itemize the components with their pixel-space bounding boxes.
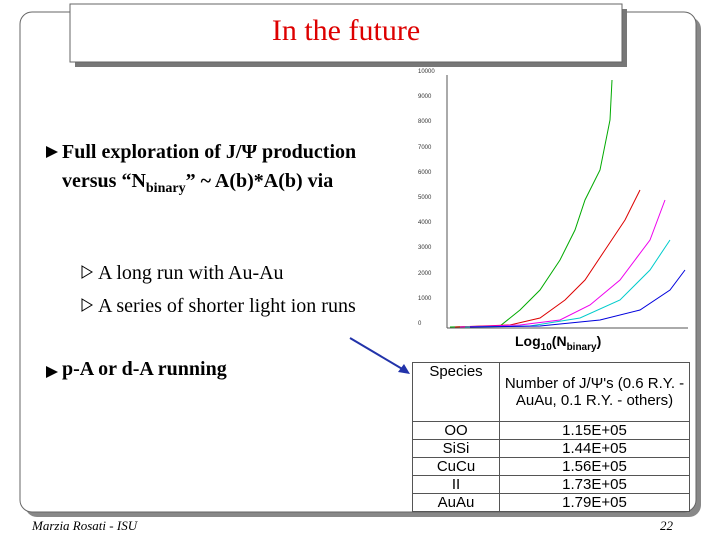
figure-tick-label: 8000 [418,119,432,126]
sub-bullet: A series of shorter light ion runs [98,295,356,317]
figure-tick-label: 5000 [418,195,432,201]
header-cell: Number of J/Ψ's (0.6 R.Y. - AuAu, 0.1 R.… [499,362,690,422]
title: In the future [271,14,421,47]
figure-tick-label: 2000 [418,270,432,277]
figure-bg [412,68,690,350]
figure-tick-label: 4000 [418,220,432,227]
table-cell: OO [412,421,500,440]
bullet: p-A or d-A running [62,358,227,380]
figure-tick-label: 0 [418,321,422,327]
footer-author: Marzia Rosati - ISU [32,518,138,533]
page-number: 22 [660,518,673,533]
table-row: CuCu 1.56E+05 [412,457,690,476]
arrow [349,337,405,371]
bullet-icon [46,366,58,378]
curve [459,199,666,328]
xlabel-part: 10 [540,341,552,353]
bullet: Full exploration of J/Ψ production versu… [62,138,372,203]
table-cell: 1.73E+05 [499,475,690,494]
bullet-text: ” ~ A(b)*A(b) via [185,170,334,192]
table-cell: II [412,475,500,494]
figure-tick-label: 1000 [418,295,432,302]
table-cell: 1.56E+05 [499,457,690,476]
table-row: AuAu 1.79E+05 [412,493,690,512]
table-body: OO 1.15E+05 SiSi 1.44E+05 CuCu 1.56E+05 II 1.73… [412,421,690,512]
curve [469,269,686,328]
figure-tick-label: 3000 [418,245,432,252]
table-cell: 1.44E+05 [499,439,690,458]
bullet-icon [46,146,58,158]
curve [454,189,641,328]
sub-bullet-icon [81,265,93,279]
subscript: binary [145,181,186,196]
figure-tick-label: 7000 [418,144,432,151]
figure-tick-label: 10000 [418,69,435,75]
table-row: SiSi 1.44E+05 [412,439,690,458]
header-cell: Species [412,362,500,422]
table-cell: SiSi [412,439,500,458]
table: Species Number of J/Ψ's (0.6 R.Y. - AuAu… [412,362,690,512]
bullet-text: Full exploration of J/Ψ production versu… [62,141,357,192]
xlabel-part: ) [596,333,602,349]
figure-tick-label: 9000 [418,94,432,101]
curve [449,79,613,328]
arrow-head [398,364,410,374]
table-row: OO 1.15E+05 [412,421,690,440]
table-cell: AuAu [412,493,500,512]
sub-bullet: A long run with Au-Au [98,262,284,284]
table-header: Species Number of J/Ψ's (0.6 R.Y. - AuAu… [412,362,690,422]
xlabel-part: binary [566,341,597,353]
figure-tick-label: 6000 [418,169,432,176]
xlabel-part: (N [551,333,567,349]
title-box [69,3,623,63]
figure-xlabel: Log10(Nbinary) [515,333,601,353]
xlabel-part: Log [515,333,541,349]
table-row: II 1.73E+05 [412,475,690,494]
table-cell: 1.79E+05 [499,493,690,512]
sub-bullet-icon [81,298,93,312]
table-cell: CuCu [412,457,500,476]
table-cell: 1.15E+05 [499,421,690,440]
